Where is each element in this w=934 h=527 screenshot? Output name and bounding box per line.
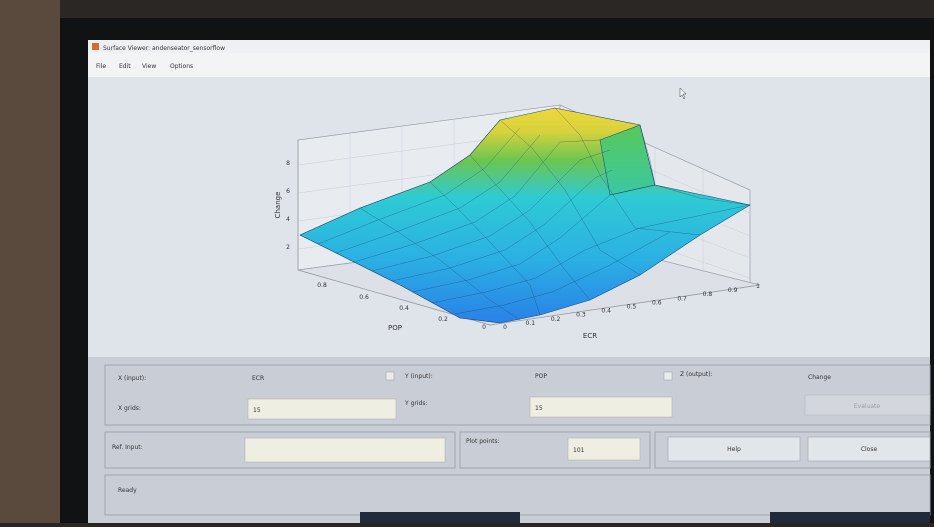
x-tick-label: 0.7: [677, 295, 687, 302]
evaluate-label: Evaluate: [854, 403, 881, 410]
y-input-select[interactable]: POP: [535, 373, 547, 380]
x-tick-label: 0.4: [601, 308, 611, 315]
dropdown-arrow[interactable]: [386, 372, 394, 380]
help-label: Help: [727, 446, 741, 453]
x-tick-label: 0.8: [703, 291, 713, 298]
y-tick-label: 0.2: [438, 316, 448, 323]
x-tick-label: 0.2: [551, 316, 561, 323]
x-axis-label: ECR: [583, 332, 597, 340]
z-tick-label: 2: [286, 244, 290, 251]
photo: Surface Viewer: andenseator_sensorflow F…: [0, 0, 934, 523]
z-axis-label: Change: [274, 192, 282, 219]
x-grids-value: 15: [253, 407, 261, 414]
z-tick-label: 4: [286, 216, 290, 223]
y-input-label: Y (input):: [404, 373, 433, 380]
x-tick-label: 0.6: [652, 299, 662, 306]
plot-points-value: 101: [573, 447, 585, 454]
screen-photo: Surface Viewer: andenseator_sensorflow F…: [0, 0, 934, 523]
status-text: Ready: [118, 487, 137, 494]
x-tick-label: 1: [756, 283, 760, 290]
y-grids-field[interactable]: [530, 397, 672, 417]
menu-item[interactable]: File: [96, 63, 106, 70]
y-tick-label: 0.6: [359, 294, 369, 301]
menu-bar: [88, 53, 930, 77]
y-grids-value: 15: [535, 405, 543, 412]
background-wall: [0, 0, 60, 523]
z-output-label: Z (output):: [680, 371, 713, 378]
y-tick-label: 0.8: [317, 282, 327, 289]
menu-item[interactable]: Edit: [119, 63, 131, 70]
taskbar: [770, 512, 930, 523]
control-panel: [88, 357, 930, 523]
y-tick-label: 0: [482, 324, 486, 331]
x-tick-label: 0.3: [576, 312, 586, 319]
y-grids-label: Y grids:: [404, 400, 427, 407]
y-axis-label: POP: [388, 324, 402, 332]
dropdown-arrow[interactable]: [664, 372, 672, 380]
x-tick-label: 0.9: [728, 287, 738, 294]
x-grids-label: X grids:: [118, 405, 141, 412]
app-icon: [92, 43, 99, 50]
ref-input-label: Ref. Input:: [112, 444, 143, 451]
taskbar: [360, 512, 520, 523]
z-tick-label: 6: [286, 188, 290, 195]
close-label: Close: [861, 446, 878, 453]
menu-item[interactable]: Options: [170, 63, 193, 70]
x-input-select[interactable]: ECR: [252, 375, 264, 382]
ref-input-field[interactable]: [245, 438, 445, 462]
y-tick-label: 0.4: [399, 305, 409, 312]
x-tick-label: 0.1: [526, 320, 536, 327]
x-input-label: X (input):: [118, 375, 146, 382]
x-tick-label: 0: [503, 324, 507, 331]
z-output-select[interactable]: Change: [808, 374, 831, 381]
x-tick-label: 0.5: [627, 304, 637, 311]
window-title: Surface Viewer: andenseator_sensorflow: [103, 45, 225, 52]
plot-points-label: Plot points:: [466, 438, 500, 445]
menu-item[interactable]: View: [142, 63, 156, 70]
z-tick-label: 8: [286, 160, 290, 167]
x-grids-field[interactable]: [248, 399, 396, 419]
